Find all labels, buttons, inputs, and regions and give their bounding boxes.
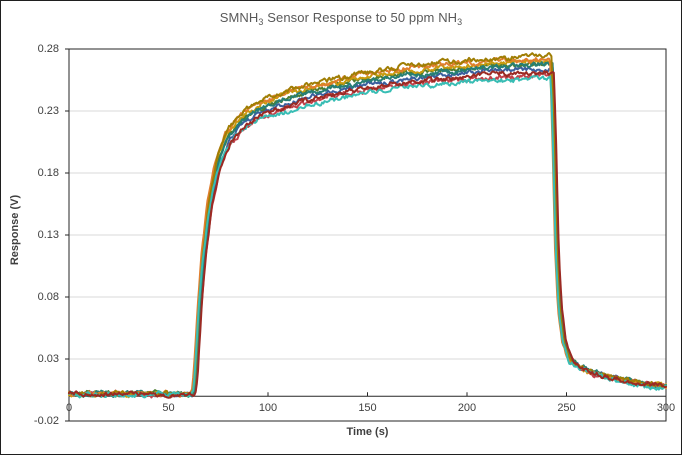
x-tick-label: 250	[557, 402, 576, 415]
x-tick-label: 150	[358, 402, 377, 415]
y-tick-label: -0.02	[33, 414, 59, 427]
y-tick-label: 0.03	[37, 352, 59, 365]
series-run-orange	[68, 57, 667, 398]
gridlines	[69, 110, 666, 360]
y-tick-label: 0.28	[37, 42, 59, 55]
title-subscript: 3	[258, 17, 264, 27]
y-tick-label: 0.18	[37, 166, 59, 179]
y-axis	[65, 48, 69, 422]
series-run-cyan	[68, 74, 667, 399]
series-run-dark-red	[68, 70, 667, 399]
y-tick-label: 0.13	[37, 228, 59, 241]
series-run-blue	[68, 66, 667, 398]
series-run-gold	[68, 58, 667, 399]
series-run-green	[68, 60, 667, 398]
title-text: SMNH	[219, 10, 259, 25]
series-group	[68, 52, 667, 399]
x-axis-title: Time (s)	[346, 426, 389, 438]
series-run-dark-yellow	[68, 52, 667, 398]
x-tick-label: 200	[457, 402, 477, 415]
x-tick-label: 50	[162, 402, 175, 415]
chart-title: SMNH3 Sensor Response to 50 ppm NH3	[1, 10, 681, 27]
x-tick-label: 300	[656, 402, 676, 415]
series-run-teal	[68, 61, 667, 398]
y-tick-label: 0.23	[37, 104, 59, 117]
y-tick-label: 0.08	[37, 290, 59, 303]
title-subscript: 3	[457, 17, 463, 27]
title-text: Sensor Response to 50 ppm NH	[263, 10, 458, 25]
x-tick-label: 100	[258, 402, 278, 415]
x-tick-label: 0	[65, 402, 73, 415]
